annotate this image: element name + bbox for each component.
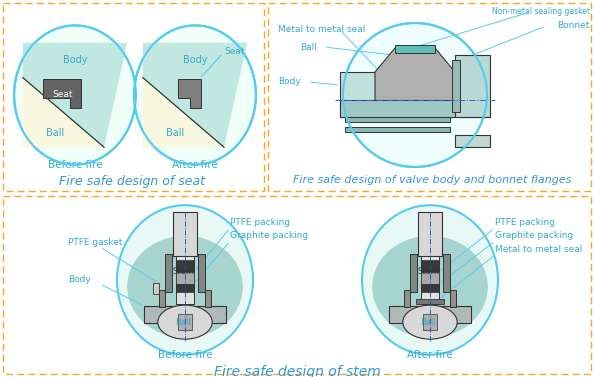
Polygon shape bbox=[178, 79, 201, 108]
Ellipse shape bbox=[134, 25, 256, 165]
Text: Non-metal sealing gasket: Non-metal sealing gasket bbox=[492, 8, 590, 17]
Text: Fire safe design of seat: Fire safe design of seat bbox=[59, 176, 205, 188]
Text: Body: Body bbox=[68, 275, 91, 284]
Text: Ball: Ball bbox=[166, 128, 184, 138]
Polygon shape bbox=[23, 43, 127, 147]
Bar bbox=[159, 290, 165, 307]
Text: Bonnet: Bonnet bbox=[558, 21, 590, 31]
Bar bbox=[421, 260, 439, 272]
Bar bbox=[176, 272, 194, 284]
Bar bbox=[421, 256, 439, 304]
Bar bbox=[178, 314, 192, 330]
Bar bbox=[176, 256, 194, 304]
Text: Graphite packing: Graphite packing bbox=[230, 231, 308, 240]
Bar bbox=[452, 60, 460, 112]
Bar bbox=[340, 72, 485, 117]
Ellipse shape bbox=[343, 23, 487, 167]
Bar bbox=[176, 284, 194, 292]
Polygon shape bbox=[143, 78, 224, 147]
Text: Body: Body bbox=[278, 78, 301, 86]
Bar bbox=[404, 290, 410, 307]
Bar bbox=[268, 3, 591, 191]
Bar bbox=[345, 127, 450, 132]
Ellipse shape bbox=[127, 236, 243, 338]
Polygon shape bbox=[43, 79, 81, 108]
Bar bbox=[205, 290, 211, 307]
Bar bbox=[418, 212, 442, 256]
Text: Before fire: Before fire bbox=[157, 350, 212, 360]
Bar bbox=[165, 254, 172, 291]
Bar bbox=[144, 306, 226, 323]
Bar bbox=[416, 299, 444, 305]
Ellipse shape bbox=[158, 305, 212, 339]
Bar bbox=[3, 196, 591, 374]
Text: Seat: Seat bbox=[224, 47, 245, 56]
Bar bbox=[455, 135, 490, 147]
Polygon shape bbox=[143, 43, 247, 147]
Text: After fire: After fire bbox=[407, 350, 453, 360]
Polygon shape bbox=[375, 48, 455, 117]
Bar bbox=[389, 306, 471, 323]
Text: Graphite packing: Graphite packing bbox=[495, 231, 573, 240]
Text: Body: Body bbox=[63, 55, 87, 65]
Text: Stem: Stem bbox=[172, 267, 194, 276]
Ellipse shape bbox=[14, 25, 136, 165]
Text: Metal to metal seal: Metal to metal seal bbox=[278, 26, 365, 35]
Polygon shape bbox=[23, 78, 104, 147]
Text: Before fire: Before fire bbox=[48, 160, 102, 170]
Text: Ball: Ball bbox=[46, 128, 64, 138]
Text: PTFE packing: PTFE packing bbox=[230, 218, 290, 227]
Ellipse shape bbox=[362, 205, 498, 355]
Text: Ball: Ball bbox=[420, 318, 436, 326]
Text: Ball: Ball bbox=[175, 318, 191, 326]
Text: Fire safe design of valve body and bonnet flanges: Fire safe design of valve body and bonne… bbox=[293, 175, 571, 185]
Ellipse shape bbox=[117, 205, 253, 355]
Bar bbox=[421, 272, 439, 284]
Text: Fire safe design of stem: Fire safe design of stem bbox=[214, 365, 380, 377]
Text: Body: Body bbox=[183, 55, 207, 65]
Bar bbox=[395, 45, 435, 53]
Text: Ball: Ball bbox=[300, 43, 317, 52]
Bar bbox=[198, 254, 205, 291]
Bar bbox=[176, 260, 194, 272]
Bar bbox=[153, 284, 159, 294]
Bar bbox=[421, 284, 439, 292]
Bar bbox=[455, 55, 490, 117]
Text: PTFE packing: PTFE packing bbox=[495, 218, 555, 227]
Bar bbox=[423, 314, 437, 330]
Bar bbox=[450, 290, 456, 307]
Text: After fire: After fire bbox=[172, 160, 218, 170]
Bar bbox=[410, 254, 417, 291]
Bar bbox=[340, 100, 455, 117]
Bar bbox=[443, 254, 450, 291]
Bar bbox=[345, 117, 450, 122]
Ellipse shape bbox=[372, 236, 488, 338]
Bar bbox=[173, 212, 197, 256]
Text: Metal to metal seal: Metal to metal seal bbox=[495, 245, 582, 254]
Bar bbox=[3, 3, 264, 191]
Text: Seat: Seat bbox=[52, 90, 72, 99]
Text: Stem: Stem bbox=[417, 267, 439, 276]
Ellipse shape bbox=[403, 305, 457, 339]
Text: PTFE gasket: PTFE gasket bbox=[68, 238, 122, 247]
